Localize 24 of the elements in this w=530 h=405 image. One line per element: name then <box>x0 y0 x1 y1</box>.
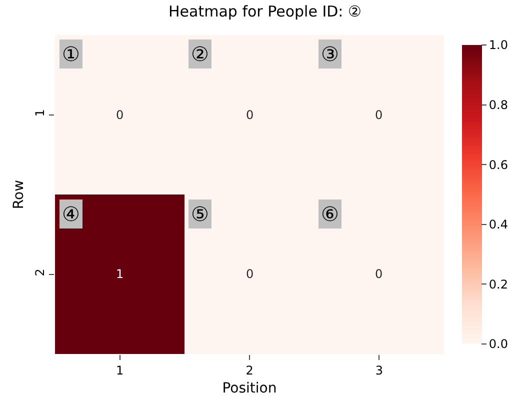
chart-title: Heatmap for People ID: ② <box>168 2 362 21</box>
annotation: ② <box>191 42 209 66</box>
x-tick-label: 1 <box>116 363 124 378</box>
data-label: 0 <box>375 108 383 122</box>
annotation: ⑥ <box>321 202 339 226</box>
x-tick-label: 3 <box>375 363 383 378</box>
x-tick-label: 2 <box>246 363 254 378</box>
data-label: 1 <box>116 267 124 281</box>
x-axis-title: Position <box>222 380 277 397</box>
data-label: 0 <box>246 267 254 281</box>
y-axis-title: Row <box>10 180 27 210</box>
annotation: ① <box>62 42 80 66</box>
annotation: ⑤ <box>191 202 209 226</box>
data-label: 0 <box>116 108 124 122</box>
color-bar-label: 0.4 <box>488 218 508 232</box>
data-label: 0 <box>246 108 254 122</box>
color-bar-label: 0.0 <box>488 337 508 352</box>
color-bar-label: 0.8 <box>488 98 508 112</box>
color-bar-label: 1.0 <box>488 38 508 52</box>
annotation: ③ <box>321 42 339 66</box>
data-label: 0 <box>375 267 383 281</box>
color-bar-label: 0.6 <box>488 158 508 172</box>
annotation: ④ <box>62 202 80 226</box>
color-bar-label: 0.2 <box>488 277 508 292</box>
